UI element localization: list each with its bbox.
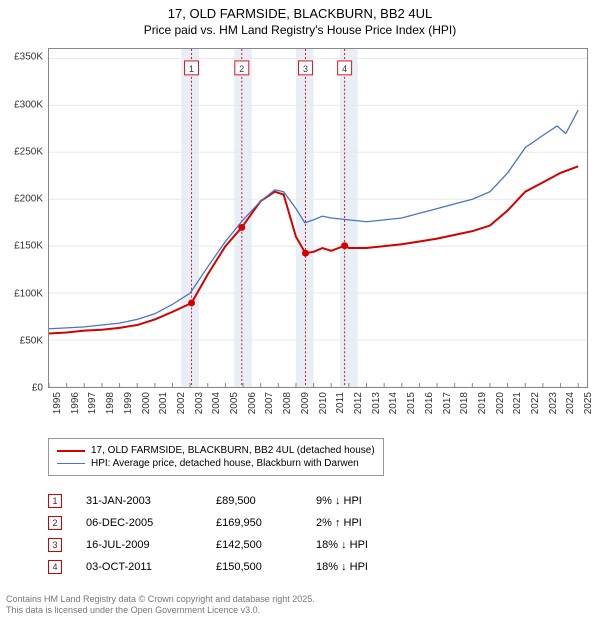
x-tick-label: 2024 (565, 392, 576, 414)
x-tick-label: 2017 (442, 392, 453, 414)
x-tick-label: 2007 (264, 392, 275, 414)
transaction-price: £142,500 (216, 539, 316, 551)
transaction-row: 4 03-OCT-2011£150,50018% ↓ HPI (48, 556, 436, 578)
transaction-row: 1 31-JAN-2003£89,5009% ↓ HPI (48, 490, 436, 512)
y-tick-label: £0 (32, 383, 43, 394)
x-tick-label: 2025 (583, 392, 594, 414)
x-tick-label: 2010 (318, 392, 329, 414)
x-tick-label: 2012 (353, 392, 364, 414)
x-tick-label: 2004 (211, 392, 222, 414)
x-tick-label: 2002 (176, 392, 187, 414)
legend-item: 17, OLD FARMSIDE, BLACKBURN, BB2 4UL (de… (57, 444, 375, 457)
x-tick-label: 2008 (282, 392, 293, 414)
transaction-date: 16-JUL-2009 (86, 539, 216, 551)
legend-label: HPI: Average price, detached house, Blac… (91, 458, 359, 469)
x-tick-label: 2023 (548, 392, 559, 414)
transaction-marker: 3 (48, 538, 62, 552)
transaction-date: 03-OCT-2011 (86, 561, 216, 573)
x-tick-label: 2009 (300, 392, 311, 414)
transactions-table: 131-JAN-2003£89,5009% ↓ HPI206-DEC-2005£… (48, 490, 436, 578)
legend-swatch (57, 450, 85, 452)
x-tick-label: 2014 (388, 392, 399, 414)
x-tick-label: 2020 (495, 392, 506, 414)
transaction-row: 2 06-DEC-2005£169,9502% ↑ HPI (48, 512, 436, 534)
x-tick-label: 2001 (158, 392, 169, 414)
x-tick-label: 2015 (406, 392, 417, 414)
transaction-row: 3 16-JUL-2009£142,50018% ↓ HPI (48, 534, 436, 556)
x-tick-label: 1998 (105, 392, 116, 414)
svg-text:2: 2 (239, 64, 244, 74)
plot-svg: 1 2 3 4 (49, 49, 587, 387)
plot-area: 1 2 3 4 (48, 48, 588, 388)
chart-container: 17, OLD FARMSIDE, BLACKBURN, BB2 4UL Pri… (0, 0, 600, 620)
y-tick-label: £300K (14, 99, 43, 110)
y-tick-label: £250K (14, 146, 43, 157)
x-tick-label: 1999 (123, 392, 134, 414)
x-tick-label: 2021 (512, 392, 523, 414)
license-line1: Contains HM Land Registry data © Crown c… (6, 594, 315, 605)
svg-text:4: 4 (342, 64, 347, 74)
svg-text:3: 3 (303, 64, 308, 74)
x-tick-label: 2006 (247, 392, 258, 414)
transaction-date: 31-JAN-2003 (86, 495, 216, 507)
license-line2: This data is licensed under the Open Gov… (6, 605, 315, 616)
y-tick-label: £50K (20, 335, 43, 346)
transaction-marker: 2 (48, 516, 62, 530)
x-tick-label: 1997 (87, 392, 98, 414)
x-tick-label: 2005 (229, 392, 240, 414)
legend: 17, OLD FARMSIDE, BLACKBURN, BB2 4UL (de… (48, 438, 384, 476)
x-tick-label: 2011 (335, 392, 346, 414)
transaction-diff: 18% ↓ HPI (316, 539, 436, 551)
transaction-marker: 4 (48, 560, 62, 574)
y-tick-label: £350K (14, 52, 43, 63)
x-tick-label: 2003 (194, 392, 205, 414)
x-tick-label: 2018 (459, 392, 470, 414)
transaction-marker: 1 (48, 494, 62, 508)
transaction-diff: 18% ↓ HPI (316, 561, 436, 573)
legend-label: 17, OLD FARMSIDE, BLACKBURN, BB2 4UL (de… (91, 445, 375, 456)
license-text: Contains HM Land Registry data © Crown c… (6, 594, 315, 617)
svg-text:1: 1 (189, 64, 194, 74)
chart-area: 1 2 3 4 (48, 48, 588, 418)
legend-item: HPI: Average price, detached house, Blac… (57, 457, 375, 470)
x-axis: 1995 1996 1997 1998 1999 2000 2001 2002 2003 2004… (48, 390, 588, 430)
x-tick-label: 2013 (371, 392, 382, 414)
transaction-diff: 9% ↓ HPI (316, 495, 436, 507)
x-tick-label: 1996 (70, 392, 81, 414)
transaction-date: 06-DEC-2005 (86, 517, 216, 529)
transaction-diff: 2% ↑ HPI (316, 517, 436, 529)
x-tick-label: 2019 (477, 392, 488, 414)
x-tick-label: 2022 (530, 392, 541, 414)
transaction-price: £150,500 (216, 561, 316, 573)
y-tick-label: £100K (14, 288, 43, 299)
transaction-price: £89,500 (216, 495, 316, 507)
x-tick-label: 1995 (52, 392, 63, 414)
y-tick-label: £150K (14, 241, 43, 252)
transaction-price: £169,950 (216, 517, 316, 529)
y-tick-label: £200K (14, 194, 43, 205)
legend-swatch (57, 463, 85, 464)
x-tick-label: 2016 (424, 392, 435, 414)
title-block: 17, OLD FARMSIDE, BLACKBURN, BB2 4UL Pri… (0, 0, 600, 37)
x-tick-label: 2000 (141, 392, 152, 414)
title-subtitle: Price paid vs. HM Land Registry's House … (0, 23, 600, 37)
title-address: 17, OLD FARMSIDE, BLACKBURN, BB2 4UL (0, 6, 600, 21)
y-axis: £0£50K£100K£150K£200K£250K£300K£350K (0, 48, 46, 388)
